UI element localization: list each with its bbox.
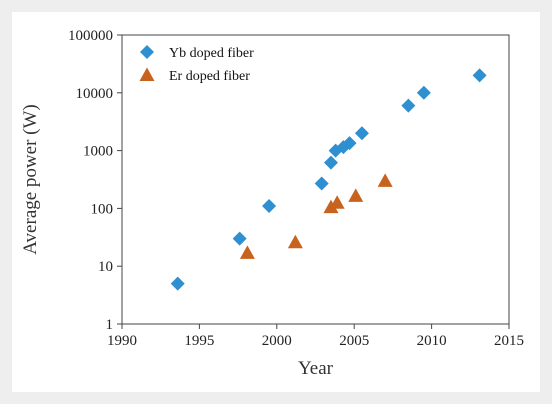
legend-marker-er [139, 67, 155, 81]
plot-border [121, 34, 510, 325]
legend-marker-yb [140, 45, 154, 59]
er-data-point [377, 173, 393, 187]
er-data-point [239, 245, 255, 259]
yb-data-point [416, 85, 431, 100]
yb-data-point [342, 136, 357, 151]
er-data-point [287, 234, 303, 249]
x-tick-label: 2010 [417, 333, 447, 349]
chart-frame: 1990 1995 2000 2005 2010 2015 1 10 100 1000 10000 1… [12, 12, 540, 392]
yb-data-point [323, 155, 338, 170]
x-tick-label: 2000 [262, 333, 292, 349]
x-axis-title: Year [298, 358, 334, 379]
y-tick-label: 1 [106, 317, 114, 333]
yb-data-point [232, 231, 247, 246]
y-tick-label: 100000 [68, 28, 113, 44]
yb-data-point [170, 276, 185, 291]
yb-data-point [314, 176, 329, 191]
legend: Yb doped fiber Er doped fiber [139, 45, 254, 84]
er-data-point [348, 188, 364, 202]
yb-data-point [472, 68, 487, 83]
y-tick-label: 10 [98, 259, 113, 275]
scatter-chart: 1990 1995 2000 2005 2010 2015 1 10 100 1000 10000 1… [20, 28, 524, 379]
er-data-point [329, 195, 345, 209]
axes [117, 34, 510, 329]
yb-data-point [401, 98, 416, 113]
y-tick-label: 100 [91, 201, 114, 217]
legend-label: Yb doped fiber [169, 46, 254, 61]
data-points [170, 68, 487, 291]
yb-data-point [354, 126, 369, 141]
x-tick-label: 1990 [107, 333, 137, 349]
x-tick-label: 2005 [339, 333, 369, 349]
y-tick-label: 1000 [83, 144, 113, 160]
legend-label: Er doped fiber [169, 69, 250, 84]
y-axis-title: Average power (W) [20, 104, 41, 255]
y-tick-label: 10000 [76, 86, 114, 102]
er-data-point [323, 199, 339, 214]
yb-data-point [262, 199, 277, 214]
x-tick-label: 1995 [184, 333, 214, 349]
tick-labels: 1990 1995 2000 2005 2010 2015 1 10 100 1000 10000 1… [68, 28, 524, 349]
x-tick-label: 2015 [494, 333, 524, 349]
